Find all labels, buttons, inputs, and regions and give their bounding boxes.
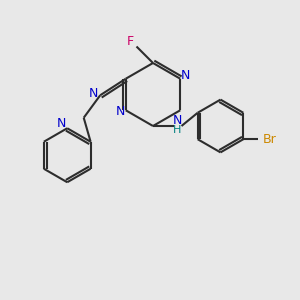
Text: N: N	[56, 117, 66, 130]
Text: N: N	[116, 105, 125, 118]
Text: N: N	[89, 87, 98, 100]
Text: N: N	[181, 69, 190, 82]
Text: Br: Br	[263, 133, 277, 146]
Text: N: N	[172, 114, 182, 127]
Text: H: H	[173, 125, 181, 135]
Text: F: F	[126, 34, 134, 48]
